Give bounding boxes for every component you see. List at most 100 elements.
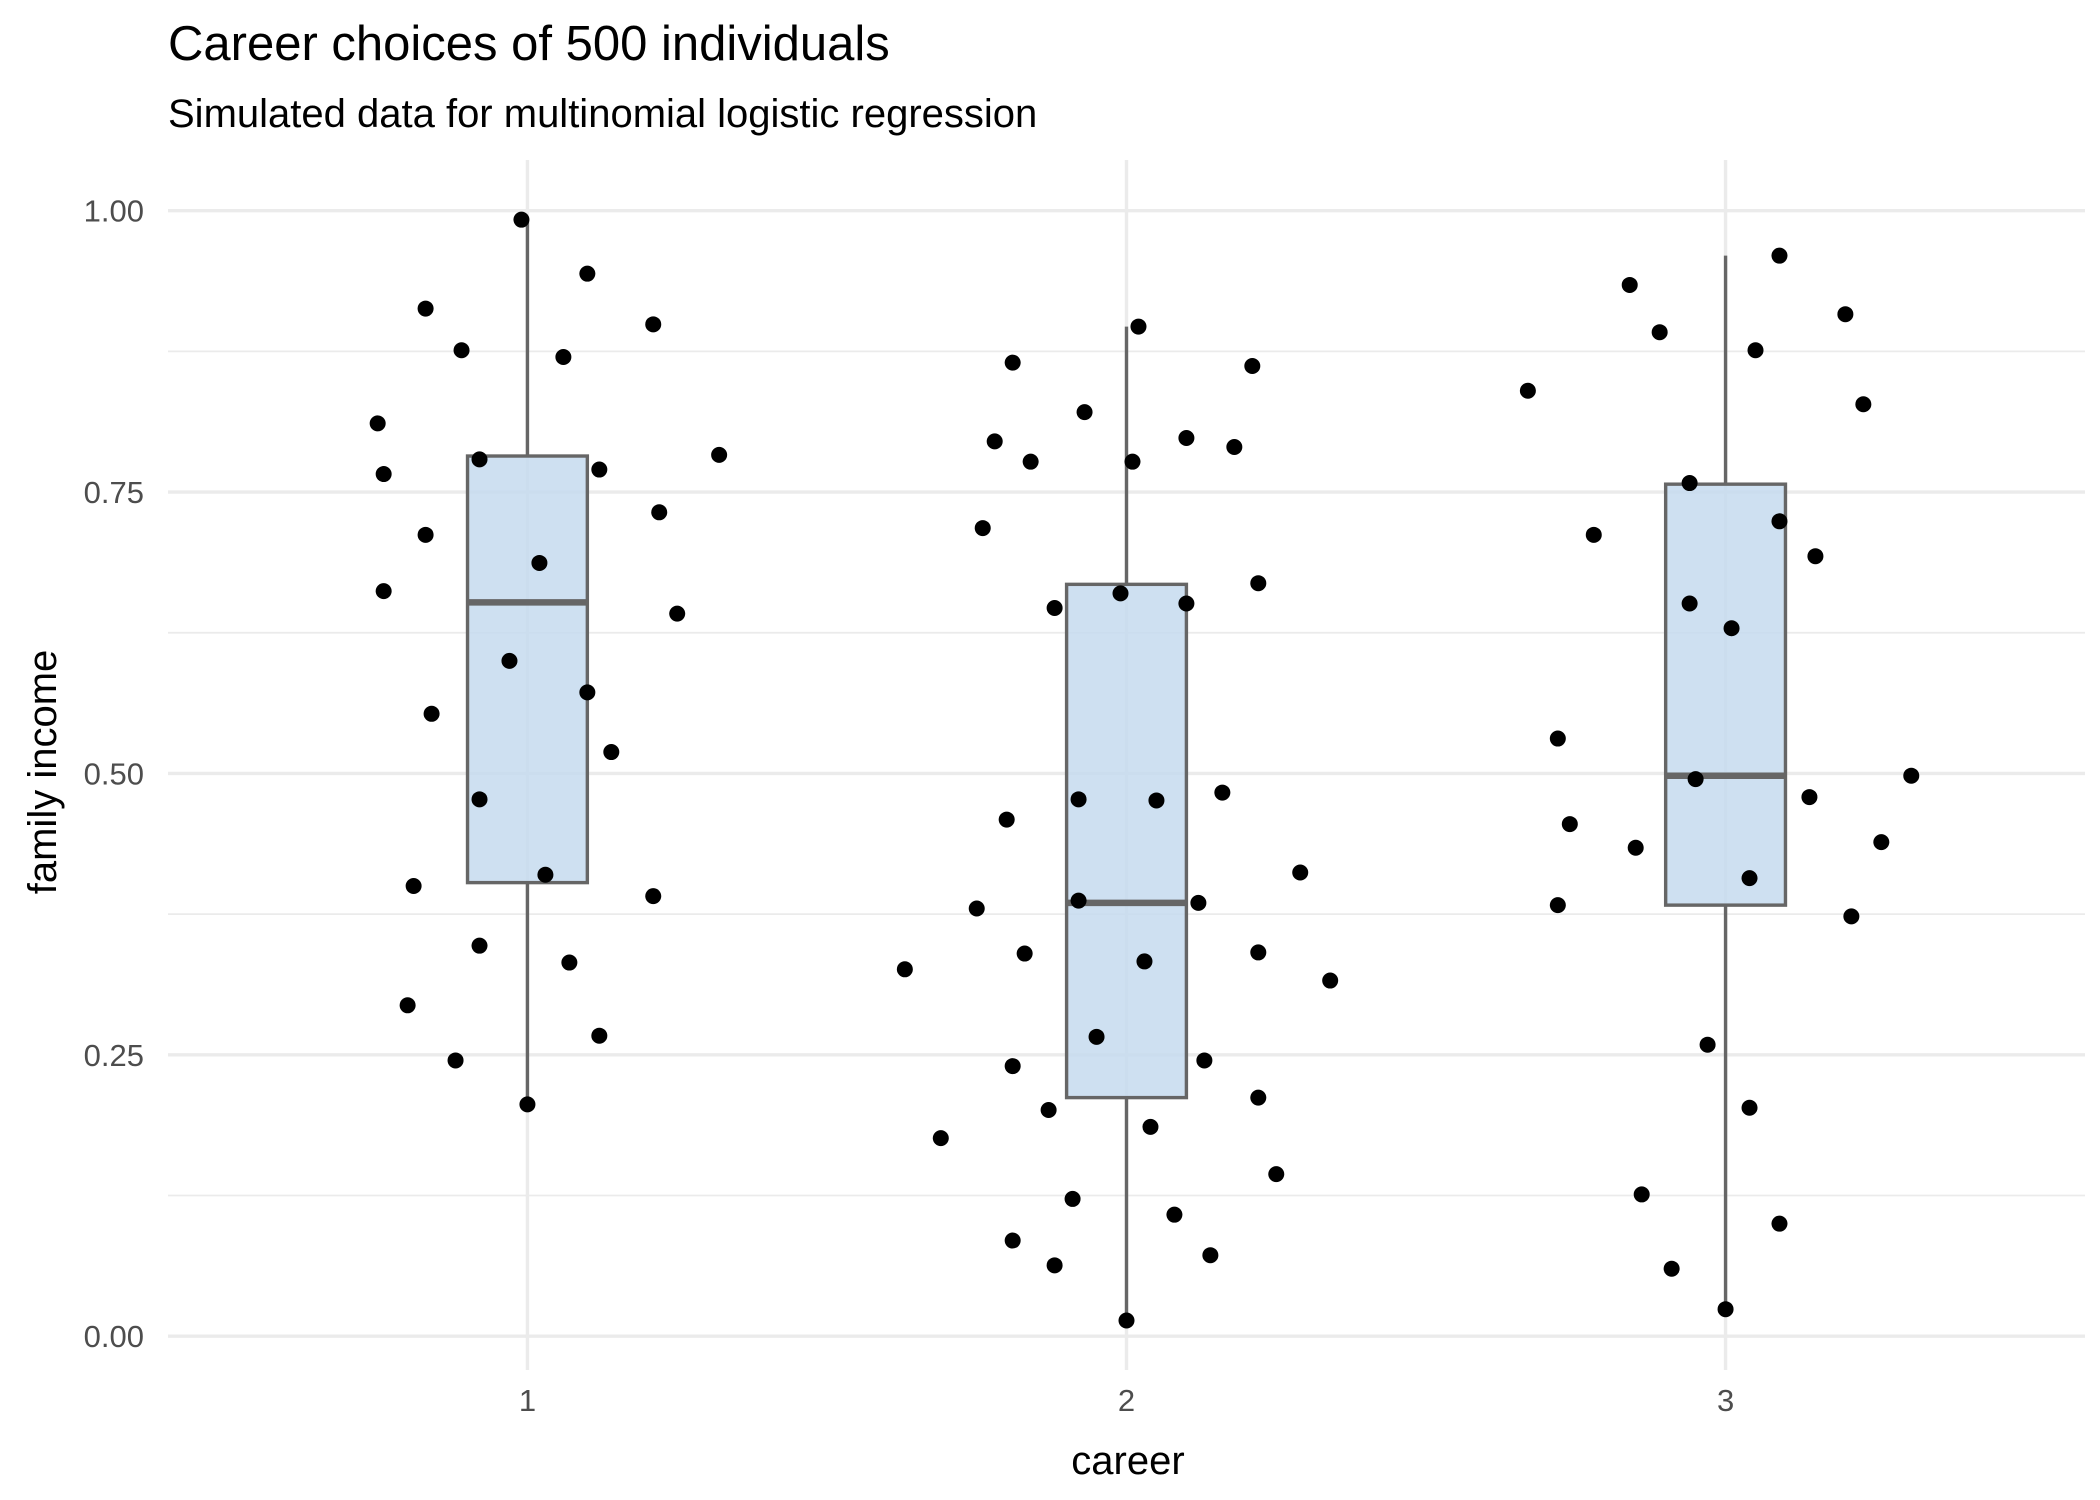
data-point <box>603 744 620 761</box>
data-point <box>1663 1260 1680 1277</box>
data-point <box>986 433 1003 450</box>
data-point <box>531 554 548 571</box>
data-point <box>1040 1101 1057 1118</box>
data-point <box>645 316 662 333</box>
y-tick-label: 0.50 <box>84 756 144 791</box>
data-point <box>974 520 991 537</box>
data-point <box>1142 1118 1159 1135</box>
data-point <box>1178 430 1195 447</box>
chart-subtitle: Simulated data for multinomial logistic … <box>168 92 1037 136</box>
data-point <box>1070 791 1087 808</box>
data-point <box>1771 513 1788 530</box>
data-point <box>1190 894 1207 911</box>
data-point <box>591 1027 608 1044</box>
data-point <box>1633 1186 1650 1203</box>
data-point <box>1747 342 1764 359</box>
data-point <box>1549 897 1566 914</box>
data-point <box>1723 620 1740 637</box>
jitter-points-layer <box>369 211 1920 1329</box>
data-point <box>1561 816 1578 833</box>
data-point <box>501 652 518 669</box>
data-point <box>645 888 662 905</box>
data-point <box>1250 1089 1267 1106</box>
data-point <box>1519 382 1536 399</box>
data-point <box>1250 575 1267 592</box>
data-point <box>471 451 488 468</box>
data-point <box>1022 453 1039 470</box>
data-point <box>1196 1052 1213 1069</box>
data-point <box>1549 730 1566 747</box>
data-point <box>896 961 913 978</box>
data-point <box>1681 475 1698 492</box>
data-point <box>405 878 422 894</box>
chart-title: Career choices of 500 individuals <box>168 17 890 71</box>
data-point <box>1148 792 1165 809</box>
data-point <box>561 954 578 971</box>
data-point <box>1771 247 1788 264</box>
data-point <box>1004 1232 1021 1249</box>
data-point <box>1178 595 1195 612</box>
x-tick-label: 3 <box>1717 1383 1734 1418</box>
data-point <box>1855 396 1872 413</box>
data-point <box>1843 908 1860 925</box>
y-tick-label: 1.00 <box>84 194 144 229</box>
data-point <box>1807 548 1824 565</box>
data-point <box>1070 892 1087 909</box>
data-point <box>1016 945 1033 962</box>
x-axis-ticks: 1 2 3 <box>519 1383 1734 1418</box>
data-point <box>1064 1190 1081 1207</box>
y-tick-label: 0.75 <box>84 475 144 510</box>
data-point <box>1226 439 1243 456</box>
y-axis-ticks: 0.00 0.25 0.50 0.75 1.00 <box>84 194 144 1355</box>
y-tick-label: 0.00 <box>84 1319 144 1354</box>
data-point <box>471 937 488 954</box>
data-point <box>1627 839 1644 856</box>
data-point <box>519 1096 536 1113</box>
data-point <box>1801 789 1818 806</box>
data-point <box>1130 318 1147 335</box>
data-point <box>1166 1206 1183 1223</box>
box-layer <box>465 219 1788 1321</box>
data-point <box>417 300 434 317</box>
data-point <box>1250 944 1267 961</box>
data-point <box>1741 1099 1758 1116</box>
data-point <box>1717 1301 1734 1318</box>
data-point <box>1681 595 1698 612</box>
x-axis-title: career <box>1071 1439 1184 1483</box>
data-point <box>1046 1257 1063 1274</box>
data-point <box>1244 357 1261 374</box>
y-tick-label: 0.25 <box>84 1038 144 1073</box>
data-point <box>369 415 386 432</box>
data-point <box>1903 767 1920 784</box>
data-point <box>998 811 1015 828</box>
data-point <box>968 900 985 917</box>
data-point <box>1699 1036 1716 1053</box>
data-point <box>711 446 728 463</box>
data-point <box>471 791 488 808</box>
data-point <box>1771 1215 1788 1232</box>
data-point <box>1124 453 1141 470</box>
data-point <box>1873 834 1890 851</box>
data-point <box>399 997 416 1014</box>
data-point <box>1136 953 1153 970</box>
data-point <box>1202 1247 1219 1264</box>
data-point <box>375 466 392 483</box>
data-point <box>591 461 608 478</box>
data-point <box>1585 526 1602 543</box>
x-tick-label: 1 <box>519 1383 536 1418</box>
data-point <box>453 342 470 359</box>
data-point <box>423 705 440 722</box>
data-point <box>1322 972 1339 989</box>
data-point <box>555 348 572 365</box>
data-point <box>417 526 434 543</box>
data-point <box>1076 404 1093 421</box>
data-point <box>1292 864 1309 881</box>
data-point <box>579 684 596 701</box>
data-point <box>651 504 668 521</box>
iqr-box <box>465 454 590 885</box>
data-point <box>932 1130 949 1147</box>
data-point <box>513 211 530 228</box>
data-point <box>1118 1312 1135 1329</box>
data-point <box>537 866 554 883</box>
